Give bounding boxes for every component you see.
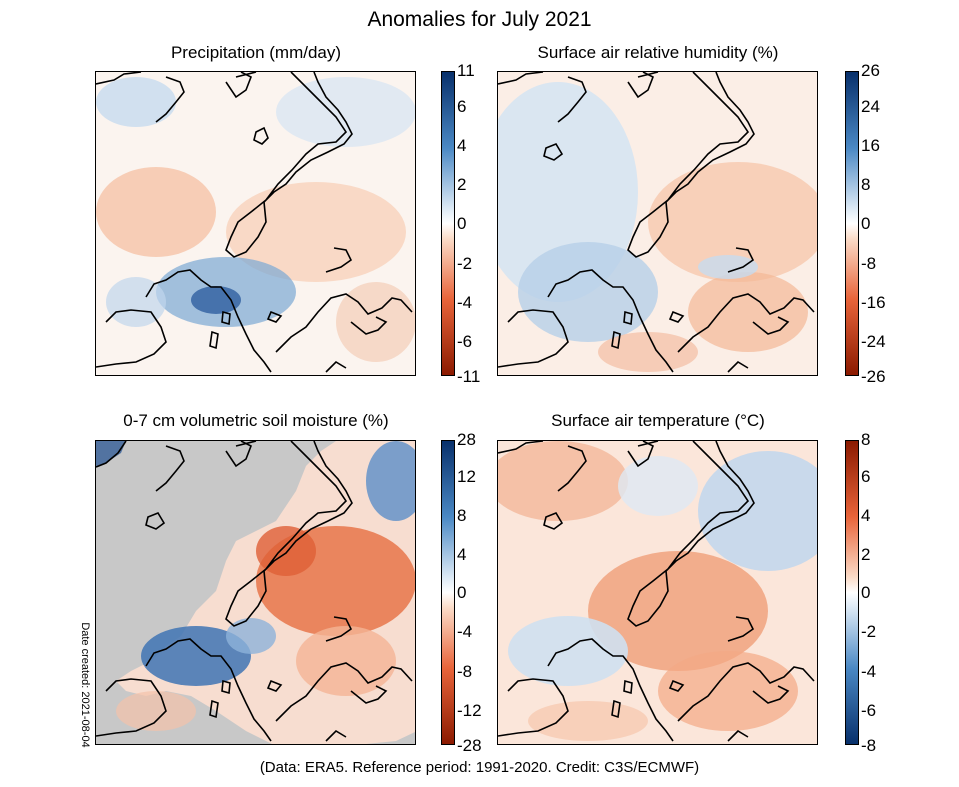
tick-label: 26: [861, 61, 880, 80]
map-soil-moisture: [95, 440, 416, 745]
colorbar-precipitation: [441, 71, 455, 376]
colorbar-humidity: [845, 71, 859, 376]
tick-label: 0: [457, 214, 467, 233]
tick-label: 0: [861, 214, 871, 233]
tick-label: -2: [457, 254, 473, 273]
tick-label: -8: [861, 254, 877, 273]
tick-label: -6: [861, 701, 877, 720]
tick-label: 2: [861, 545, 871, 564]
tick-label: 6: [457, 97, 467, 116]
tick-label: 0: [861, 583, 871, 602]
tick-label: -12: [457, 701, 482, 720]
tick-label: 2: [457, 175, 467, 194]
panel-title-humidity: Surface air relative humidity (%): [537, 43, 779, 62]
tick-label: -4: [457, 622, 473, 641]
tick-label: 6: [861, 467, 871, 486]
tick-label: 8: [861, 175, 871, 194]
tick-label: -26: [861, 367, 886, 386]
tick-label: -2: [861, 622, 877, 641]
colorbar-temperature: [845, 440, 859, 745]
tick-label: -28: [457, 736, 482, 755]
tick-label: -6: [457, 332, 473, 351]
tick-label: -8: [861, 736, 877, 755]
tick-label: -4: [861, 662, 877, 681]
tick-label: 8: [457, 506, 467, 525]
date-created-text: Date created: 2021-08-04: [79, 622, 91, 748]
tick-label: 28: [457, 430, 476, 449]
tick-label: -16: [861, 293, 886, 312]
tick-label: 4: [861, 506, 871, 525]
tick-label: 4: [457, 545, 467, 564]
tick-label: 4: [457, 136, 467, 155]
date-created-label: Date created: 2021-08-04: [78, 620, 92, 750]
tick-label: 16: [861, 136, 880, 155]
tick-label: -4: [457, 293, 473, 312]
tick-label: 24: [861, 97, 880, 116]
panel-title-soil-moisture: 0-7 cm volumetric soil moisture (%): [123, 411, 389, 430]
tick-label: -24: [861, 332, 886, 351]
map-humidity: [497, 71, 818, 376]
tick-label: 12: [457, 467, 476, 486]
panel-title-temperature: Surface air temperature (°C): [551, 411, 765, 430]
tick-label: 8: [861, 430, 871, 449]
tick-label: 0: [457, 583, 467, 602]
panel-title-precipitation: Precipitation (mm/day): [170, 43, 342, 62]
data-credit-footer: (Data: ERA5. Reference period: 1991-2020…: [259, 759, 700, 776]
colorbar-soil-moisture: [441, 440, 455, 745]
tick-label: -8: [457, 662, 473, 681]
tick-label: -11: [457, 367, 481, 386]
map-temperature: [497, 440, 818, 745]
map-precipitation: [95, 71, 416, 376]
figure-title: Anomalies for July 2021: [367, 8, 592, 31]
tick-label: 11: [457, 61, 475, 80]
